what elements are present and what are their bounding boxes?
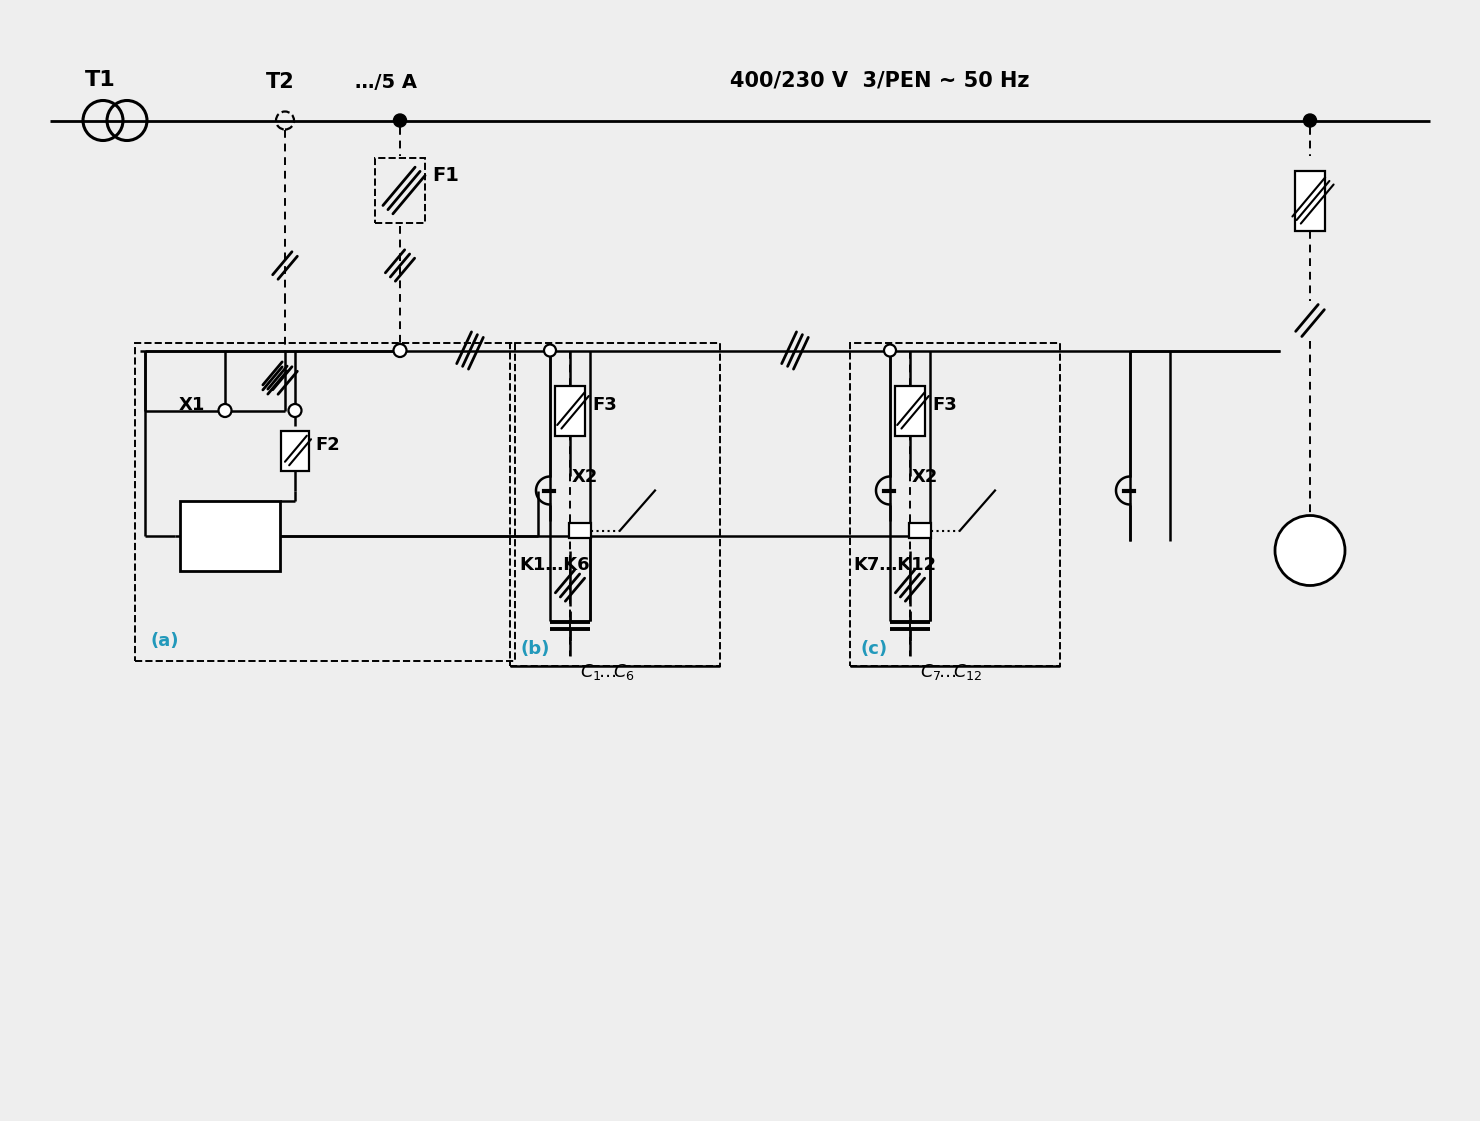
Bar (909, 524, 931, 538)
Bar (850, 343, 1060, 666)
Text: X2: X2 (912, 467, 938, 485)
Text: K7…K12: K7…K12 (854, 556, 937, 574)
Bar (568, 524, 591, 538)
Circle shape (1274, 516, 1345, 585)
Text: P1: P1 (215, 526, 244, 546)
Text: (c): (c) (860, 639, 887, 658)
Text: …/5 A: …/5 A (355, 74, 417, 93)
Text: M
3~: M 3~ (1295, 528, 1325, 565)
Circle shape (1304, 114, 1317, 127)
Text: F3: F3 (592, 397, 617, 415)
Text: K1…K6: K1…K6 (519, 556, 591, 574)
Bar (1295, 170, 1325, 231)
Circle shape (219, 404, 231, 417)
Text: (a): (a) (149, 632, 179, 650)
Text: T2: T2 (265, 73, 295, 93)
Bar (181, 500, 280, 571)
Text: $C_1\!\ldots\!C_6$: $C_1\!\ldots\!C_6$ (580, 663, 635, 683)
Text: X2: X2 (571, 467, 598, 485)
Bar (895, 386, 925, 435)
Text: X1: X1 (179, 397, 206, 415)
Text: 400/230 V  3/PEN ~ 50 Hz: 400/230 V 3/PEN ~ 50 Hz (730, 71, 1030, 91)
Circle shape (289, 404, 302, 417)
Circle shape (394, 344, 407, 356)
Bar (374, 158, 425, 223)
Bar (281, 430, 309, 471)
Text: F1: F1 (432, 166, 459, 185)
Text: F2: F2 (315, 436, 340, 454)
Text: (b): (b) (519, 639, 549, 658)
Text: T1: T1 (84, 71, 115, 91)
Bar (555, 386, 585, 435)
Circle shape (545, 344, 556, 356)
Text: F3: F3 (932, 397, 956, 415)
Circle shape (394, 114, 407, 127)
Bar (135, 343, 515, 660)
Circle shape (884, 344, 895, 356)
Bar (511, 343, 719, 666)
Text: $C_7\!\ldots\!C_{12}$: $C_7\!\ldots\!C_{12}$ (921, 663, 983, 683)
